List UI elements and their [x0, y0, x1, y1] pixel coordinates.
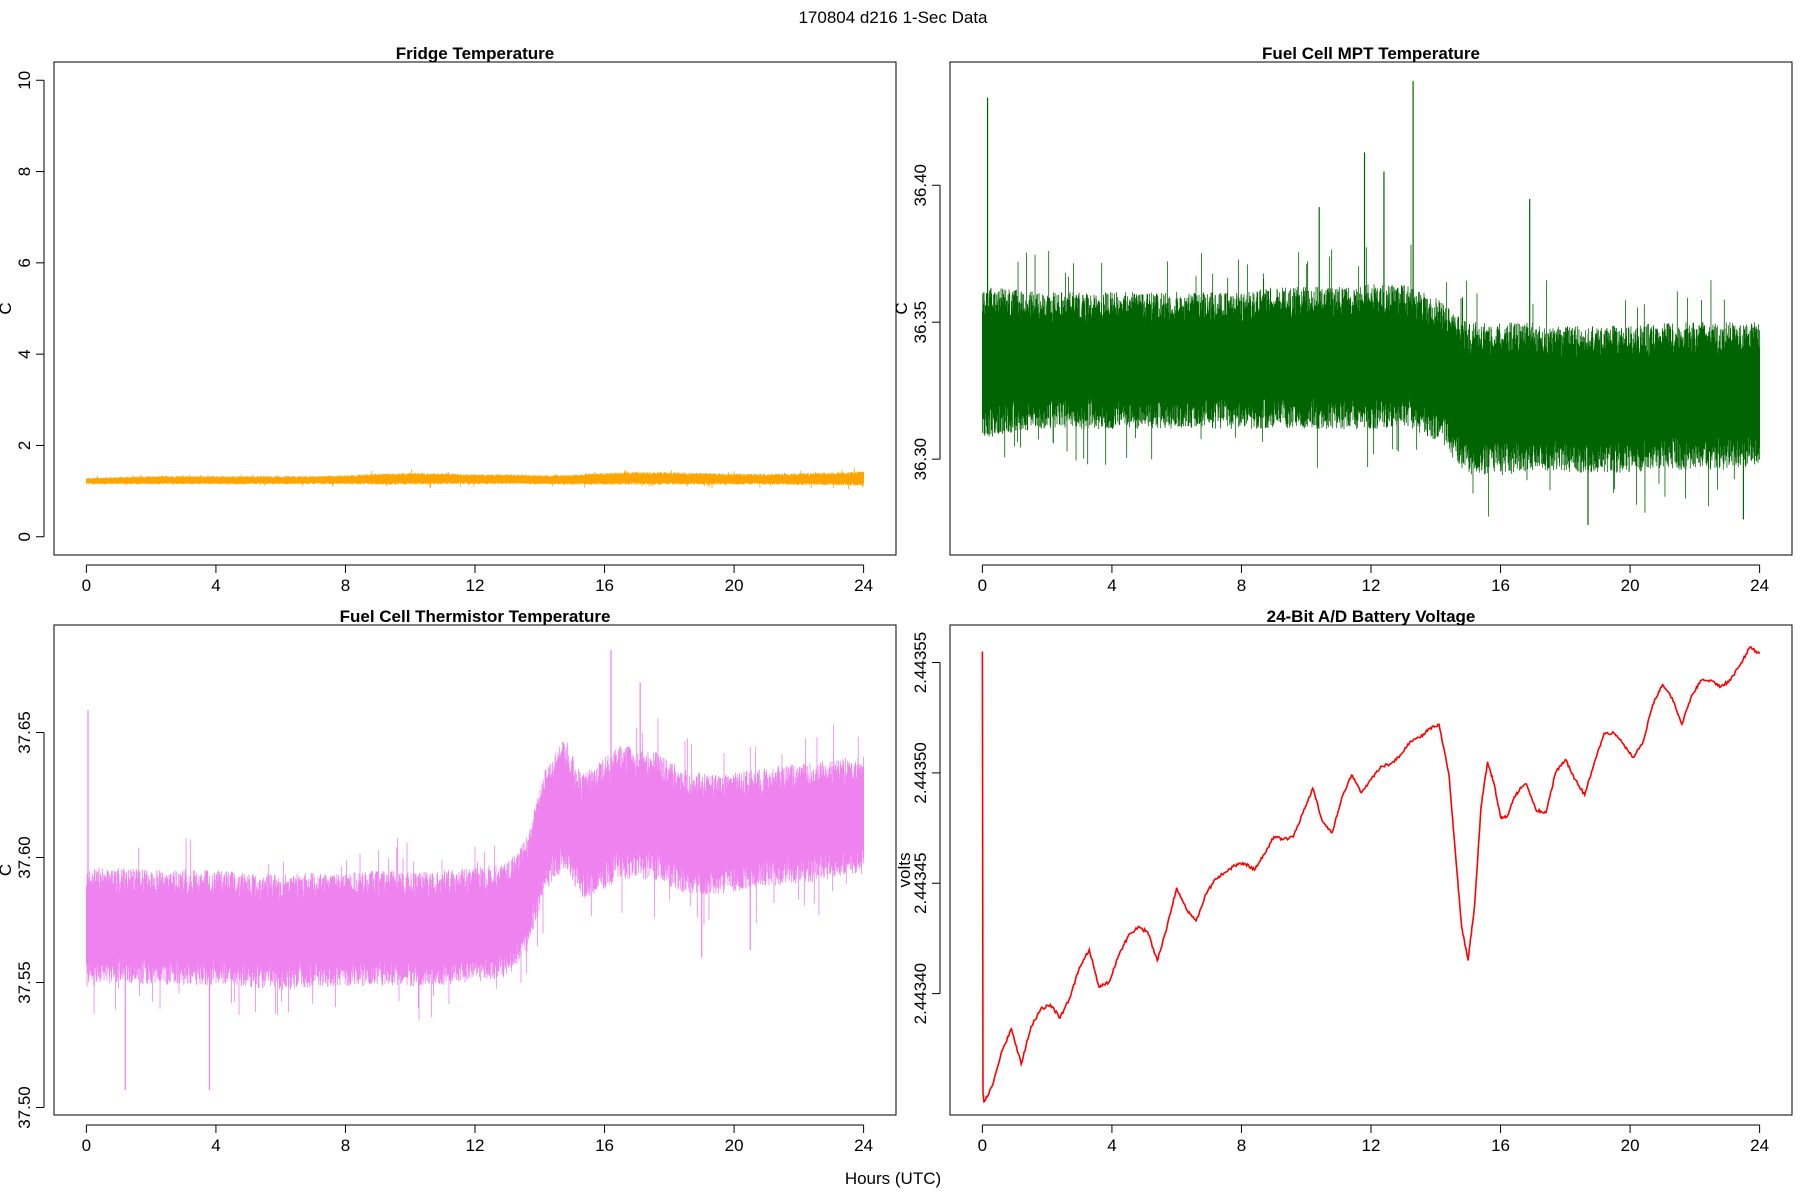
x-tick-label: 4	[1107, 1136, 1116, 1155]
y-tick-label: 6	[15, 258, 34, 267]
x-tick-label: 16	[595, 1136, 614, 1155]
y-tick-label: 37.60	[15, 836, 34, 879]
panel-title: 24-Bit A/D Battery Voltage	[1267, 607, 1476, 626]
y-tick-label: 2.44340	[911, 963, 930, 1024]
y-tick-label: 2.44350	[911, 742, 930, 803]
x-tick-label: 8	[1237, 576, 1246, 595]
plot-frame	[949, 624, 1793, 1116]
y-tick-label: 10	[15, 71, 34, 90]
y-tick-label: 4	[15, 349, 34, 358]
panel-title: Fuel Cell Thermistor Temperature	[340, 607, 611, 626]
figure-x-axis-label: Hours (UTC)	[845, 1169, 941, 1188]
y-tick-label: 8	[15, 167, 34, 176]
y-tick-label: 2	[15, 441, 34, 450]
plot-frame	[949, 61, 1793, 556]
y-axis-label: C	[892, 302, 911, 314]
x-tick-label: 8	[341, 576, 350, 595]
y-tick-label: 2.44355	[911, 632, 930, 693]
y-tick-label: 36.35	[911, 301, 930, 344]
y-tick-label: 37.65	[15, 711, 34, 754]
x-tick-label: 12	[466, 1136, 485, 1155]
y-tick-label: 2.44345	[911, 853, 930, 914]
y-axis-label: C	[0, 864, 15, 876]
x-tick-label: 24	[1750, 576, 1769, 595]
panel-fuel-cell-thermistor-temperature: 0 4 8 12 16 20 24 37.50 37.55 37.60 37.65 Fuel Cell…	[0, 607, 897, 1155]
x-tick-label: 24	[854, 1136, 873, 1155]
x-tick-label: 4	[211, 576, 220, 595]
x-tick-label: 12	[1362, 576, 1381, 595]
panel-fuel-cell-mpt-temperature: 0 4 8 12 16 20 24 36.30 36.35 36.40 Fuel Cell MPT …	[892, 44, 1793, 595]
y-tick-label: 36.40	[911, 164, 930, 207]
y-tick-label: 0	[15, 532, 34, 541]
x-tick-label: 0	[978, 576, 987, 595]
x-tick-label: 12	[1362, 1136, 1381, 1155]
x-tick-label: 4	[211, 1136, 220, 1155]
x-tick-label: 24	[1750, 1136, 1769, 1155]
figure-title: 170804 d216 1-Sec Data	[798, 8, 988, 27]
plot-frame	[53, 624, 897, 1116]
x-tick-label: 16	[1491, 1136, 1510, 1155]
x-tick-label: 0	[82, 1136, 91, 1155]
x-tick-label: 12	[466, 576, 485, 595]
x-tick-label: 24	[854, 576, 873, 595]
x-tick-label: 20	[725, 1136, 744, 1155]
y-axis-label: volts	[895, 853, 914, 888]
x-tick-label: 4	[1107, 576, 1116, 595]
y-tick-label: 36.30	[911, 438, 930, 481]
series-trace	[85, 467, 865, 489]
panel-battery-voltage: 0 4 8 12 16 20 24 2.44340 2.44345 2.44350 2.44355 2…	[895, 607, 1793, 1155]
x-tick-label: 8	[341, 1136, 350, 1155]
panel-title: Fuel Cell MPT Temperature	[1262, 44, 1480, 63]
series-trace	[981, 244, 1761, 517]
x-tick-label: 8	[1237, 1136, 1246, 1155]
x-tick-label: 20	[1621, 1136, 1640, 1155]
x-tick-label: 0	[978, 1136, 987, 1155]
series-trace	[85, 718, 865, 1020]
x-tick-label: 0	[82, 576, 91, 595]
y-tick-label: 37.55	[15, 961, 34, 1004]
x-tick-label: 20	[1621, 576, 1640, 595]
panel-title: Fridge Temperature	[396, 44, 554, 63]
x-tick-label: 16	[1491, 576, 1510, 595]
x-tick-label: 20	[725, 576, 744, 595]
series-line	[981, 645, 1761, 1104]
y-tick-label: 37.50	[15, 1086, 34, 1129]
x-tick-label: 16	[595, 576, 614, 595]
plot-frame	[53, 61, 897, 556]
y-axis-label: C	[0, 302, 15, 314]
